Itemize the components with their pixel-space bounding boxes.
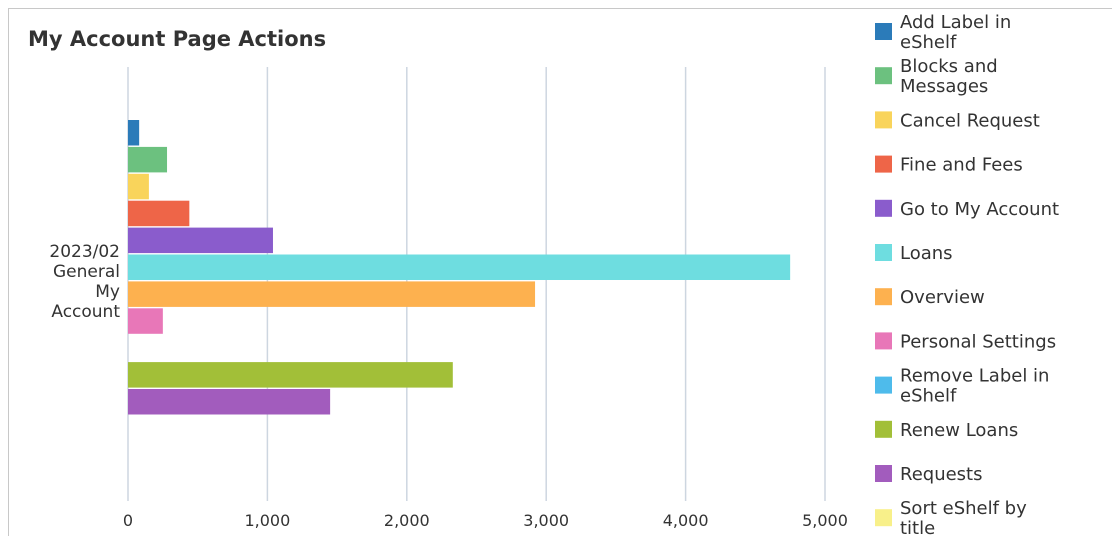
legend-label: eShelf (900, 386, 957, 407)
legend-label: Personal Settings (900, 331, 1056, 352)
x-tick-label: 1,000 (244, 511, 290, 530)
legend-label: Renew Loans (900, 420, 1018, 441)
legend-swatch (875, 376, 892, 394)
x-tick-label: 2,000 (384, 511, 430, 530)
legend-swatch (875, 244, 892, 261)
bar (128, 389, 331, 415)
chart-title: My Account Page Actions (28, 27, 326, 51)
legend-label: title (900, 518, 935, 537)
bar (128, 200, 190, 227)
legend-item: Fine and Fees (875, 155, 1023, 176)
bar (128, 308, 163, 334)
chart-frame: My Account Page Actions 0 1,000 2,000 3,000… (8, 8, 1112, 537)
bar (128, 146, 168, 173)
legend-swatch (875, 509, 892, 527)
legend-label: Go to My Account (900, 199, 1059, 220)
x-axis-ticks: 0 1,000 2,000 3,000 4,000 5,000 (123, 511, 848, 530)
category-label-line: Account (51, 302, 120, 322)
legend-item: Renew Loans (875, 420, 1018, 441)
legend-label: Fine and Fees (900, 155, 1023, 176)
legend-swatch (875, 111, 892, 129)
category-label-line: 2023/02 (49, 242, 120, 262)
legend-label: Requests (900, 464, 983, 485)
legend-label: Loans (900, 243, 953, 264)
bars (128, 120, 791, 415)
bar-chart: My Account Page Actions 0 1,000 2,000 3,000… (28, 12, 1059, 537)
x-tick-label: 5,000 (802, 511, 848, 530)
legend-item: Overview (875, 287, 985, 308)
legend-label: Add Label in (900, 12, 1011, 33)
bar (128, 281, 536, 307)
x-tick-label: 0 (123, 511, 133, 530)
legend-item: Cancel Request (875, 110, 1040, 131)
legend-label: Messages (900, 76, 988, 97)
bar (128, 173, 149, 200)
bar (128, 120, 140, 146)
legend-swatch (875, 420, 892, 438)
category-label-line: General (53, 262, 120, 282)
legend-swatch (875, 332, 892, 350)
legend-label: Cancel Request (900, 110, 1040, 131)
legend-swatch (875, 288, 892, 306)
x-tick-label: 3,000 (523, 511, 569, 530)
legend-swatch (875, 155, 892, 173)
legend-swatch (875, 67, 892, 85)
legend-label: Sort eShelf by (900, 498, 1027, 519)
bar (128, 362, 453, 388)
legend-swatch (875, 465, 892, 482)
legend-item: Requests (875, 464, 983, 485)
legend-label: Remove Label in (900, 366, 1049, 387)
x-tick-label: 4,000 (663, 511, 709, 530)
legend-item: Personal Settings (875, 331, 1056, 352)
bar (128, 227, 273, 254)
legend-label: Blocks and (900, 56, 998, 77)
legend-item: Loans (875, 243, 953, 264)
category-label-line: My (95, 282, 120, 302)
legend-item: Go to My Account (875, 199, 1059, 220)
legend-swatch (875, 199, 892, 217)
legend-label: Overview (900, 287, 985, 308)
bar (128, 254, 791, 280)
legend-swatch (875, 23, 892, 40)
legend-label: eShelf (900, 32, 957, 53)
